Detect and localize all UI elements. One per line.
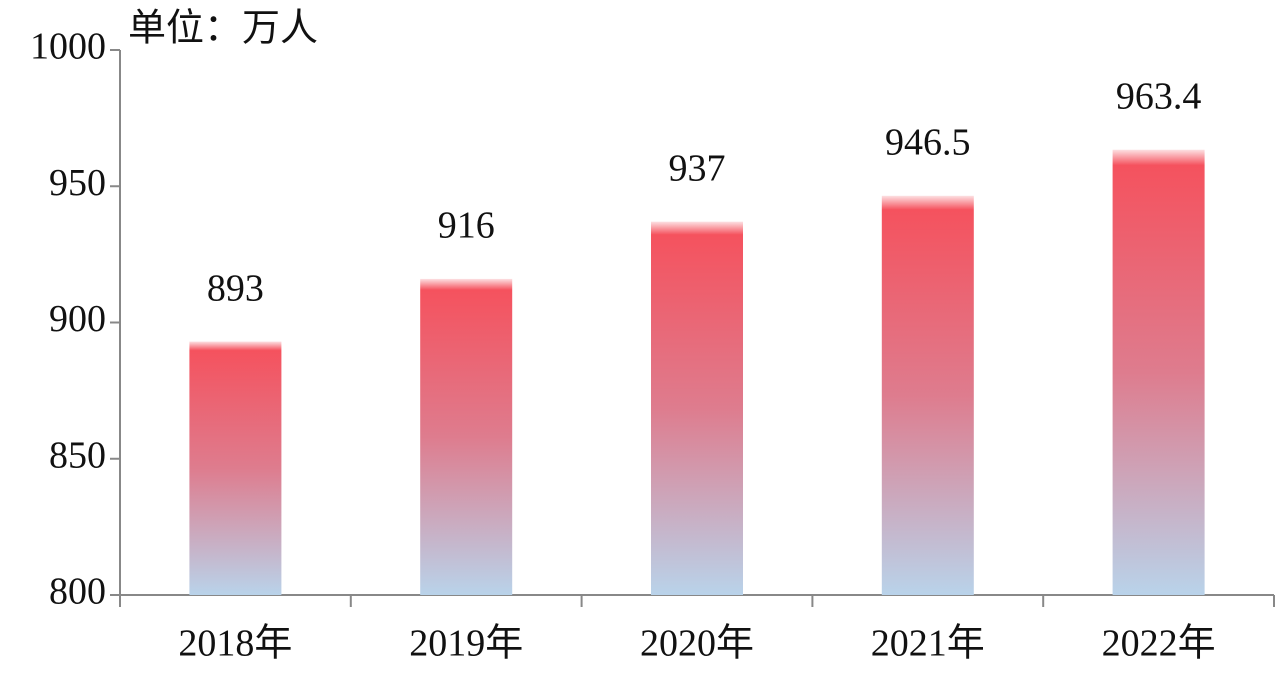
- y-tick-label: 1000: [30, 26, 106, 68]
- x-tick-label: 2020年: [640, 623, 754, 665]
- value-label: 916: [438, 205, 495, 247]
- y-tick-label: 800: [49, 571, 106, 613]
- bar: [420, 278, 513, 595]
- bar: [1112, 149, 1205, 596]
- y-tick-label: 950: [49, 162, 106, 204]
- x-tick-label: 2022年: [1102, 623, 1216, 665]
- x-tick-label: 2018年: [178, 623, 292, 665]
- value-label: 963.4: [1116, 75, 1202, 117]
- bar: [651, 221, 743, 596]
- y-tick-label: 850: [49, 434, 106, 476]
- x-tick-label: 2019年: [409, 623, 523, 665]
- bar: [881, 195, 974, 595]
- x-tick-label: 2021年: [871, 623, 985, 665]
- value-label: 946.5: [885, 122, 971, 164]
- bar: [189, 341, 282, 595]
- value-label: 893: [207, 267, 264, 309]
- unit-label: 单位：万人: [128, 8, 318, 50]
- y-tick-label: 900: [49, 298, 106, 340]
- value-label: 937: [669, 147, 726, 189]
